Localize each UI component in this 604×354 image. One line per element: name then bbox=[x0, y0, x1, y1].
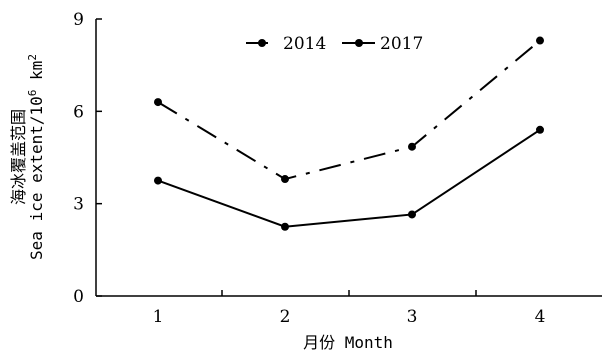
point-2017-2 bbox=[281, 222, 289, 231]
y-axis-title-prefix: Sea ice extent/10 bbox=[27, 96, 46, 260]
point-2014-1 bbox=[154, 98, 162, 107]
y-axis-title-line2: Sea ice extent/106 km2 bbox=[26, 54, 47, 260]
y-tick-label-6: 6 bbox=[73, 102, 84, 122]
point-2014-2 bbox=[281, 175, 289, 184]
y-axis-title-suffix: km bbox=[27, 61, 46, 90]
x-tick-label-1: 1 bbox=[153, 307, 164, 327]
y-axis-title-sup: 6 bbox=[26, 90, 39, 97]
legend-label-2014: 2014 bbox=[283, 34, 326, 54]
y-tick-label-3: 3 bbox=[73, 195, 84, 215]
y-tick-label-9: 9 bbox=[73, 10, 84, 30]
y-axis-title: 海冰覆盖范围 Sea ice extent/106 km2 bbox=[9, 54, 46, 260]
point-2014-4 bbox=[536, 36, 544, 45]
y-axis-title-line1: 海冰覆盖范围 bbox=[9, 109, 28, 205]
legend: 2014 2017 bbox=[246, 34, 423, 54]
x-tick-label-4: 4 bbox=[535, 307, 546, 327]
series-line-2014 bbox=[157, 39, 541, 181]
x-axis-title: 月份 Month bbox=[303, 333, 393, 352]
legend-marker-2017 bbox=[355, 39, 363, 47]
y-tick-label-0: 0 bbox=[73, 287, 84, 307]
x-tick-label-2: 2 bbox=[280, 307, 291, 327]
legend-marker-2014 bbox=[258, 39, 266, 47]
series-line-2017 bbox=[157, 128, 541, 228]
x-tick-label-3: 3 bbox=[407, 307, 418, 327]
point-2017-3 bbox=[408, 210, 416, 219]
y-axis-title-sup2: 2 bbox=[26, 54, 39, 61]
point-2017-4 bbox=[536, 125, 544, 134]
point-2014-3 bbox=[408, 142, 416, 151]
legend-label-2017: 2017 bbox=[380, 34, 423, 54]
series-layer bbox=[154, 36, 544, 231]
point-2017-1 bbox=[154, 176, 162, 185]
